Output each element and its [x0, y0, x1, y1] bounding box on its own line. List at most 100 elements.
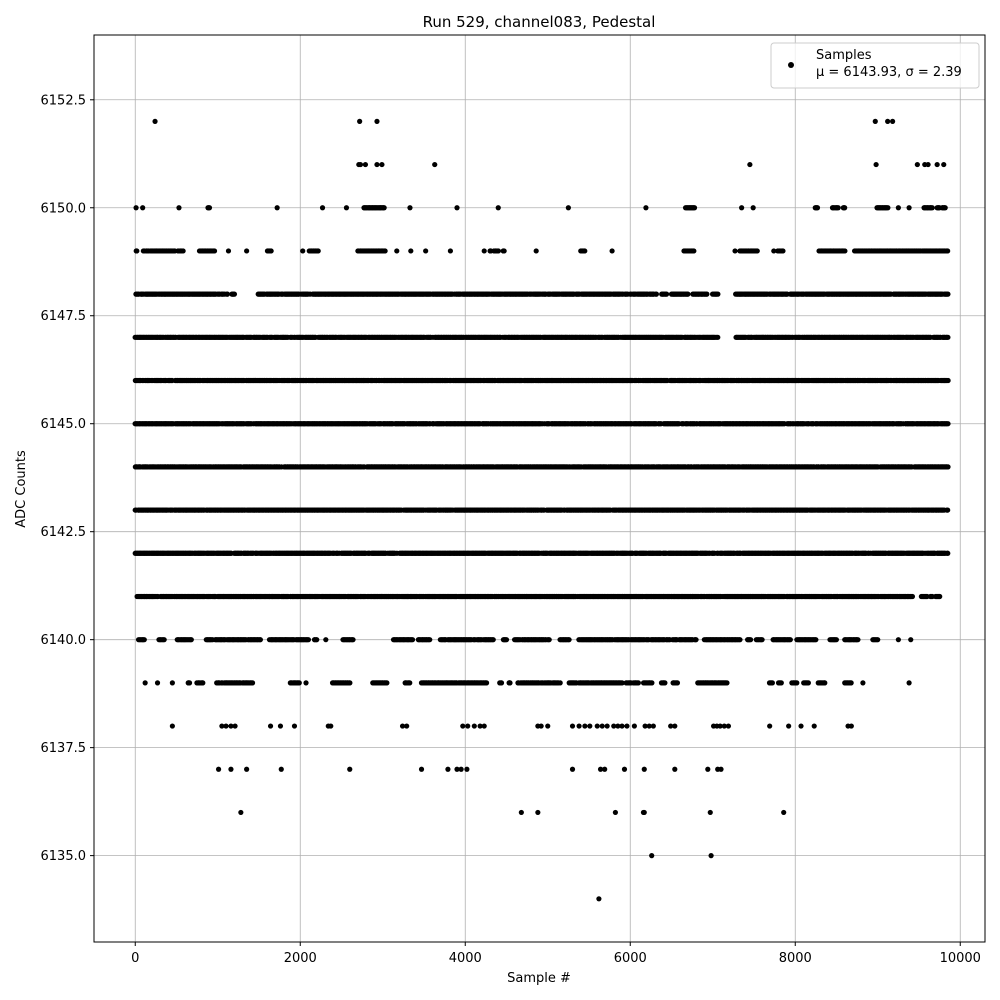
data-point	[557, 680, 563, 686]
data-point	[244, 766, 250, 772]
data-point	[906, 680, 912, 686]
data-point	[200, 680, 206, 686]
data-point	[347, 766, 353, 772]
data-point	[646, 723, 652, 729]
data-point	[303, 680, 309, 686]
data-point	[399, 723, 406, 729]
data-point	[186, 680, 193, 686]
data-point	[483, 680, 490, 686]
data-point	[909, 593, 916, 600]
data-point	[672, 766, 678, 772]
data-point	[296, 680, 302, 686]
data-point	[188, 637, 194, 643]
data-point	[769, 680, 775, 686]
data-point	[228, 723, 234, 729]
data-point	[945, 464, 951, 470]
data-point	[219, 723, 225, 729]
data-point	[314, 637, 320, 643]
data-point	[908, 637, 914, 643]
data-point	[813, 637, 819, 643]
data-point	[724, 680, 730, 686]
data-point	[596, 896, 602, 902]
data-point	[215, 766, 222, 772]
data-point	[805, 680, 811, 686]
data-point	[721, 723, 727, 729]
data-point	[811, 723, 817, 729]
data-point	[649, 680, 655, 686]
data-point	[624, 723, 630, 729]
data-point	[649, 853, 655, 859]
data-point	[708, 853, 714, 859]
data-point	[594, 723, 600, 729]
data-point	[477, 723, 483, 729]
data-point	[798, 723, 804, 729]
data-point	[427, 637, 433, 643]
data-point	[384, 680, 390, 686]
data-point	[778, 680, 784, 686]
data-point	[569, 766, 576, 772]
data-point	[154, 680, 161, 686]
data-point	[278, 766, 284, 772]
data-point	[599, 723, 605, 729]
data-point	[228, 766, 234, 772]
data-point	[612, 809, 619, 816]
data-point	[141, 637, 147, 643]
data-point	[635, 680, 641, 686]
data-point	[161, 637, 167, 643]
data-point	[668, 723, 674, 729]
data-point	[323, 637, 329, 643]
data-point	[409, 637, 416, 643]
data-point	[238, 809, 244, 816]
data-point	[291, 723, 298, 729]
data-point	[404, 723, 410, 729]
data-point	[535, 809, 541, 816]
data-point	[481, 723, 487, 729]
data-point	[650, 723, 656, 729]
data-point	[169, 723, 175, 729]
data-point	[621, 766, 628, 772]
data-point	[875, 637, 881, 643]
data-point	[619, 723, 625, 729]
data-point	[748, 637, 754, 643]
data-point	[232, 723, 238, 729]
data-point	[458, 766, 464, 772]
data-point	[642, 723, 648, 729]
data-point	[249, 680, 256, 686]
data-point	[350, 637, 356, 643]
data-point	[781, 809, 787, 816]
data-point	[737, 637, 743, 643]
data-point	[546, 637, 552, 643]
data-point	[597, 766, 604, 772]
data-point	[937, 593, 943, 600]
data-point	[718, 766, 724, 772]
data-point	[604, 723, 610, 729]
data-point	[693, 637, 699, 643]
data-point	[223, 723, 229, 729]
data-point	[328, 723, 334, 729]
data-point	[407, 680, 413, 686]
data-point	[498, 680, 505, 686]
data-point	[794, 680, 800, 686]
data-point	[615, 723, 621, 729]
data-point	[725, 723, 732, 729]
data-point	[602, 766, 608, 772]
data-point	[833, 637, 840, 643]
data-point	[641, 809, 647, 816]
data-point	[507, 680, 513, 686]
data-point	[611, 723, 617, 729]
data-point	[582, 723, 588, 729]
data-point	[267, 723, 274, 729]
data-point	[490, 637, 496, 643]
data-point	[641, 766, 647, 772]
data-point	[787, 637, 793, 643]
data-point	[465, 723, 471, 729]
data-point	[631, 723, 637, 729]
data-point	[277, 723, 284, 729]
data-point	[945, 507, 951, 513]
data-point	[503, 637, 510, 643]
data-point	[445, 766, 451, 772]
data-point	[705, 766, 711, 772]
data-point	[895, 637, 901, 643]
data-point	[848, 723, 854, 729]
